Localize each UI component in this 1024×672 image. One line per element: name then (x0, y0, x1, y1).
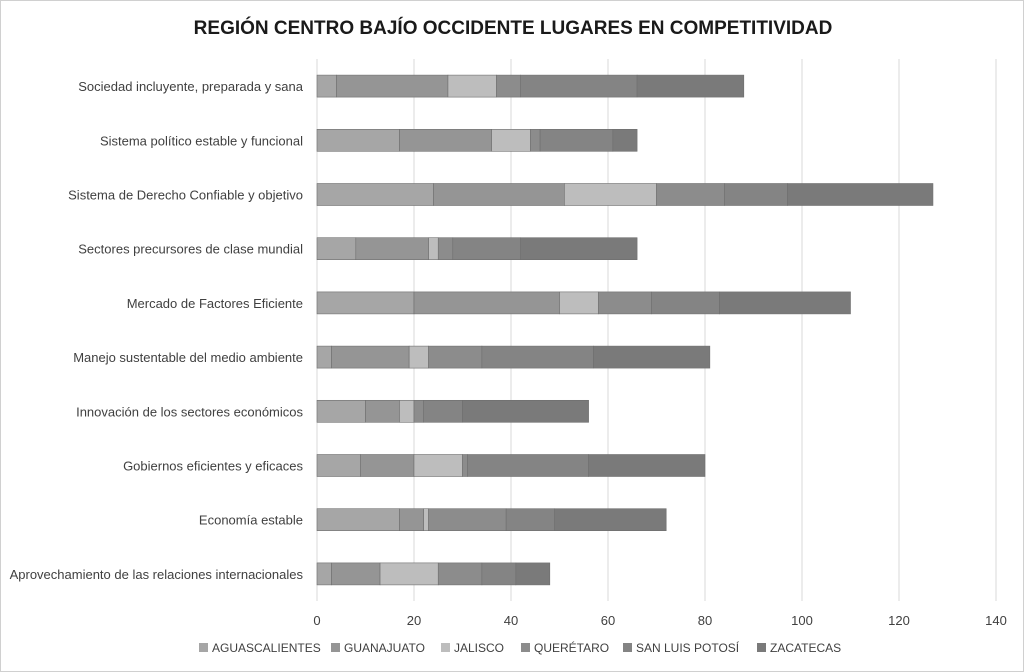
x-tick-label: 40 (504, 613, 518, 628)
bar-segment-quer-taro (437, 562, 483, 586)
bar-segment-jalisco (447, 74, 497, 98)
bar-segment-jalisco (423, 508, 429, 532)
bar-segment-zacatecas (588, 454, 706, 477)
x-tick-label: 120 (888, 613, 910, 628)
bar-segment-jalisco (559, 291, 599, 315)
bar-segment-san-luis-potos- (481, 562, 517, 586)
x-tick-label: 140 (985, 613, 1007, 628)
bar-segment-san-luis-potos- (520, 74, 638, 98)
x-tick-labels: 0 20 40 60 80 100 120 140 (313, 613, 1006, 628)
bar-segment-zacatecas (520, 237, 638, 260)
category-label: Sistema político estable y funcional (100, 133, 303, 148)
bar-segment-jalisco (564, 183, 657, 206)
x-tick-label: 20 (407, 613, 421, 628)
bar-segment-aguascalientes (316, 508, 400, 532)
bar-segment-aguascalientes (316, 129, 400, 152)
bar-segment-zacatecas (612, 129, 638, 152)
legend-swatch (521, 643, 530, 652)
bar-segment-zacatecas (462, 399, 589, 423)
category-label: Manejo sustentable del medio ambiente (73, 350, 303, 365)
bar-segment-aguascalientes (316, 183, 434, 206)
bar-segment-jalisco (379, 562, 439, 586)
bar-segment-quer-taro (413, 399, 424, 423)
category-label: Mercado de Factores Eficiente (127, 296, 303, 311)
category-label: Economía estable (199, 513, 303, 528)
category-label: Gobiernos eficientes y eficaces (123, 459, 303, 474)
bar-segment-zacatecas (787, 183, 934, 206)
bar-segment-quer-taro (656, 183, 725, 206)
bar-segment-guanajuato (331, 345, 410, 369)
category-label: Aprovechamiento de las relaciones intern… (10, 567, 304, 582)
legend-swatch (199, 643, 208, 652)
bar-segment-san-luis-potos- (452, 237, 521, 260)
bar-segment-aguascalientes (316, 399, 366, 423)
category-label: Innovación de los sectores económicos (76, 404, 303, 419)
bar-segment-quer-taro (462, 454, 468, 477)
bar-segment-aguascalientes (316, 237, 357, 260)
bar-segment-quer-taro (428, 345, 483, 369)
bar-segment-san-luis-potos- (651, 291, 720, 315)
bar-segment-guanajuato (399, 129, 492, 152)
bar-segment-zacatecas (554, 508, 667, 532)
x-tick-label: 80 (698, 613, 712, 628)
x-tick-label: 0 (313, 613, 320, 628)
bar-segment-san-luis-potos- (724, 183, 788, 206)
legend-label: QUERÉTARO (534, 640, 609, 655)
legend-swatch (757, 643, 766, 652)
bar-segment-quer-taro (428, 508, 507, 532)
bar-segment-zacatecas (636, 74, 745, 98)
bar-segment-aguascalientes (316, 74, 337, 98)
bar-segment-jalisco (491, 129, 531, 152)
bar-segment-jalisco (399, 399, 415, 423)
bar-segment-guanajuato (433, 183, 565, 206)
bar-segment-guanajuato (331, 562, 381, 586)
x-tick-label: 60 (601, 613, 615, 628)
legend-label: ZACATECAS (770, 641, 841, 655)
bar-segment-zacatecas (515, 562, 551, 586)
bar-segment-aguascalientes (316, 345, 332, 369)
legend-swatch (623, 643, 632, 652)
legend-label: JALISCO (454, 641, 504, 655)
bar-segment-guanajuato (336, 74, 449, 98)
bar-segment-guanajuato (365, 399, 400, 423)
bar-series (316, 74, 934, 586)
category-labels: Sociedad incluyente, preparada y sana Sis… (10, 79, 304, 582)
category-label: Sociedad incluyente, preparada y sana (78, 79, 304, 94)
bar-segment-jalisco (408, 345, 429, 369)
chart-title: REGIÓN CENTRO BAJÍO OCCIDENTE LUGARES EN… (194, 17, 833, 39)
bar-segment-quer-taro (597, 291, 652, 315)
category-label: Sistema de Derecho Confiable y objetivo (68, 188, 303, 203)
bar-segment-jalisco (413, 454, 463, 477)
bar-segment-quer-taro (437, 237, 454, 260)
bar-segment-aguascalientes (316, 562, 332, 586)
bar-segment-san-luis-potos- (467, 454, 589, 477)
bar-segment-guanajuato (413, 291, 560, 315)
bar-segment-aguascalientes (316, 454, 361, 477)
bar-segment-guanajuato (355, 237, 429, 260)
legend-label: AGUASCALIENTES (212, 641, 321, 655)
bar-segment-zacatecas (719, 291, 851, 315)
x-tick-label: 100 (791, 613, 813, 628)
bar-segment-quer-taro (530, 129, 541, 152)
bar-segment-san-luis-potos- (505, 508, 555, 532)
bar-segment-zacatecas (593, 345, 711, 369)
bar-segment-guanajuato (399, 508, 425, 532)
legend-swatch (441, 643, 450, 652)
bar-segment-aguascalientes (316, 291, 415, 315)
bar-segment-san-luis-potos- (423, 399, 463, 423)
bar-segment-guanajuato (360, 454, 415, 477)
legend-label: GUANAJUATO (344, 641, 425, 655)
legend-label: SAN LUIS POTOSÍ (636, 640, 740, 655)
category-label: Sectores precursores de clase mundial (78, 242, 303, 257)
bar-segment-san-luis-potos- (481, 345, 594, 369)
bar-segment-san-luis-potos- (539, 129, 614, 152)
legend-swatch (331, 643, 340, 652)
legend: AGUASCALIENTES GUANAJUATO JALISCO QUERÉTARO… (199, 640, 841, 655)
bar-segment-jalisco (428, 237, 439, 260)
bar-segment-quer-taro (496, 74, 522, 98)
